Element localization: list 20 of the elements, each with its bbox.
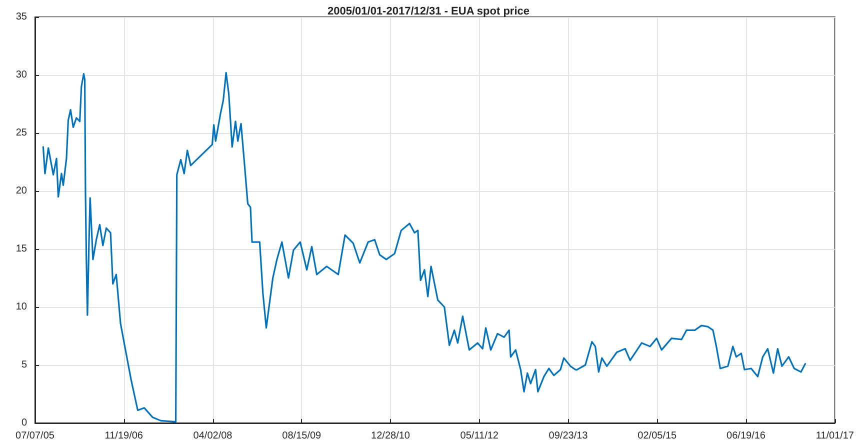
x-tick-label: 05/11/12 [460,430,499,442]
y-tick-label: 0 [21,418,28,428]
chart-title: 2005/01/01-2017/12/31 - EUA spot price [328,6,530,18]
x-tick-label: 12/28/10 [371,430,410,442]
x-tick-label: 09/23/13 [548,430,588,442]
y-tick-label: 15 [16,244,28,254]
x-tick-label: 07/07/05 [16,430,55,442]
y-tick-label: 30 [16,70,28,80]
x-tick-label: 11/19/06 [104,430,144,442]
x-tick-label: 04/02/08 [193,430,233,442]
x-tick-label: 02/05/15 [638,430,678,442]
y-tick-label: 10 [16,302,28,312]
x-tick-label: 08/15/09 [282,430,322,442]
x-tick-label: 11/01/17 [816,430,854,442]
y-tick-label: 20 [16,186,28,196]
y-tick-label: 25 [16,128,28,138]
line-series [42,72,806,423]
x-tick-label: 06/19/16 [726,430,766,442]
y-tick-label: 5 [21,360,28,370]
y-tick-label: 35 [16,12,28,22]
